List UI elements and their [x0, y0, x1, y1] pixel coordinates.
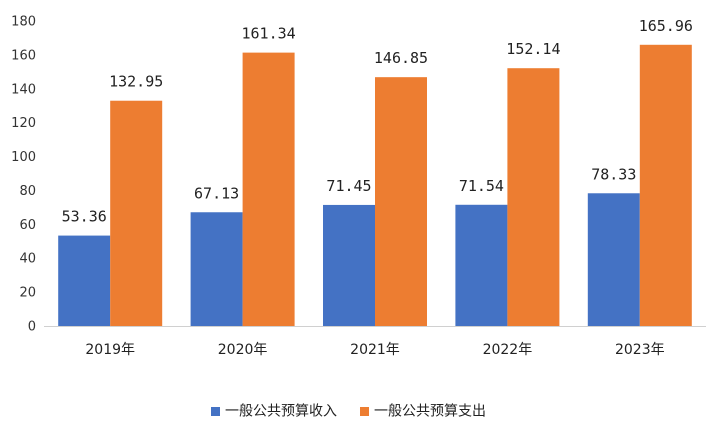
bar-series-2 [375, 77, 427, 326]
y-tick-label: 100 [11, 150, 36, 165]
bar-series-1 [455, 204, 508, 326]
x-axis: 2019年 2020年 2021年 2022年 2023年 [44, 326, 706, 358]
bar-series-1 [323, 204, 375, 326]
y-axis: 0 20 40 60 80 100 120 140 160 180 [11, 15, 36, 335]
bar-series-1 [190, 212, 243, 326]
bar-series-1 [58, 235, 111, 326]
bar-series-1 [587, 193, 640, 326]
bars [58, 44, 692, 327]
y-tick-label: 120 [11, 116, 36, 131]
data-labels: 53.36 67.13 71.45 71.54 78.33 132.95 161.34 146… [62, 17, 693, 226]
data-label-series-1: 71.45 [326, 177, 371, 195]
data-label-series-1: 71.54 [459, 177, 504, 195]
y-tick-label: 140 [11, 82, 36, 97]
legend-swatch-series-1 [211, 407, 220, 416]
y-tick-label: 80 [19, 184, 36, 199]
data-label-series-2: 132.95 [109, 73, 163, 91]
x-tick-label: 2023年 [615, 342, 665, 358]
data-label-series-2: 146.85 [374, 49, 428, 67]
x-tick-label: 2019年 [85, 342, 135, 358]
x-tick-label: 2022年 [483, 342, 533, 358]
x-tick-label: 2021年 [350, 342, 400, 358]
bar-series-2 [110, 100, 163, 327]
data-label-series-1: 78.33 [591, 165, 636, 183]
x-tick-label: 2020年 [218, 342, 268, 358]
legend-label-series-2: 一般公共预算支出 [374, 404, 486, 420]
bar-series-2 [242, 52, 295, 326]
bar-series-2 [639, 44, 692, 326]
bar-series-2 [507, 68, 560, 327]
y-tick-label: 60 [19, 218, 36, 233]
legend-label-series-1: 一般公共预算收入 [225, 404, 337, 420]
data-label-series-2: 161.34 [242, 25, 296, 43]
y-tick-label: 180 [11, 15, 36, 30]
y-tick-label: 20 [19, 286, 36, 301]
legend-swatch-series-2 [360, 407, 369, 416]
data-label-series-2: 152.14 [506, 40, 560, 58]
data-label-series-1: 53.36 [62, 208, 107, 226]
legend: 一般公共预算收入 一般公共预算支出 [211, 404, 486, 420]
y-tick-label: 0 [28, 320, 36, 335]
data-label-series-2: 165.96 [639, 17, 693, 35]
y-tick-label: 160 [11, 48, 36, 63]
data-label-series-1: 67.13 [194, 184, 239, 202]
y-tick-label: 40 [19, 252, 36, 267]
